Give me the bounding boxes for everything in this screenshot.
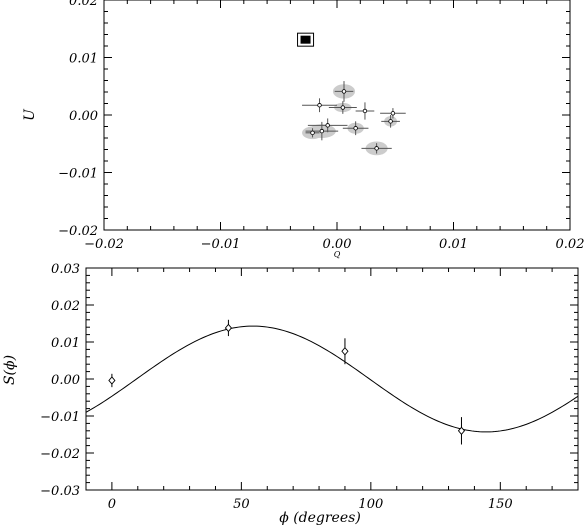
- qu-y-tick-label: 0.01: [69, 52, 98, 67]
- s-y-tick-label: 0.01: [51, 336, 80, 351]
- s-y-tick-label: 0.03: [51, 262, 80, 277]
- s-data-point: [108, 373, 116, 388]
- qu-x-tick-label: −0.02: [84, 237, 124, 252]
- qu-y-tick-labels: −0.02 −0.01 0.00 0.01 0.02: [58, 0, 98, 239]
- qu-x-tick-label: 0.02: [556, 237, 585, 252]
- s-y-tick-label: 0.02: [51, 299, 80, 314]
- model-sine-curve: [85, 325, 579, 433]
- qu-y-tick-label: −0.02: [58, 224, 98, 239]
- qu-x-tick-label: −0.01: [201, 237, 241, 252]
- s-diamond-marker: [457, 426, 466, 435]
- qu-square-marker-group: [297, 32, 315, 47]
- qu-y-tick-label: 0.02: [69, 0, 98, 9]
- qu-data-point: [302, 98, 337, 113]
- s-data-point: [457, 417, 466, 445]
- qu-point-marker: [310, 130, 315, 136]
- s-phi-panel: 0 50 100 150 −0.03 −0.02 −0.01 0.00 0.01 0.02 0.0…: [2, 262, 579, 526]
- s-x-tick-label: 100: [358, 497, 383, 512]
- s-x-tick-label: 150: [488, 497, 513, 512]
- s-data-point: [224, 319, 233, 337]
- qu-point-marker: [325, 123, 330, 128]
- s-axis-ticks: [85, 267, 579, 491]
- qu-data-point: [305, 128, 320, 138]
- s-y-axis-title: S(ϕ): [2, 355, 18, 385]
- qu-data-point: [307, 118, 348, 133]
- s-plot-frame: [85, 267, 579, 491]
- qu-data-point: [305, 121, 339, 141]
- qu-y-axis-title: U: [22, 108, 38, 121]
- qu-data-point: [355, 102, 375, 120]
- s-y-tick-labels: −0.03 −0.02 −0.01 0.00 0.01 0.02 0.03: [40, 262, 80, 499]
- qu-axis-ticks: [103, 0, 571, 231]
- qu-plot-frame: [103, 0, 571, 231]
- qu-y-tick-label: −0.01: [58, 167, 98, 182]
- s-diamond-marker: [224, 323, 233, 333]
- qu-data-point: [380, 108, 406, 119]
- qu-point-marker: [374, 146, 379, 151]
- qu-x-tick-label: 0.01: [439, 237, 468, 252]
- s-x-axis-title: ϕ (degrees): [279, 510, 361, 526]
- s-diamond-marker: [341, 347, 349, 356]
- qu-plane-panel: −0.02 −0.01 0.00 0.01 0.02 −0.02 −0.01 0.00 0.0…: [22, 0, 584, 259]
- qu-point-marker: [317, 103, 322, 108]
- qu-x-tick-labels: −0.02 −0.01 0.00 0.01 0.02: [84, 237, 584, 252]
- qu-data-point: [334, 81, 354, 102]
- qu-y-tick-label: 0.00: [69, 109, 98, 124]
- qu-point-marker: [319, 128, 325, 134]
- qu-square-marker: [300, 35, 311, 44]
- s-x-tick-label: 50: [233, 497, 250, 512]
- qu-point-marker: [353, 126, 358, 131]
- s-y-tick-label: −0.02: [40, 447, 80, 462]
- s-diamond-marker: [108, 376, 116, 385]
- s-points: [108, 319, 466, 445]
- s-y-tick-label: 0.00: [51, 373, 80, 388]
- qu-data-point: [342, 121, 369, 136]
- qu-data-point: [328, 101, 357, 114]
- qu-x-tick-label: 0.00: [323, 237, 352, 252]
- qu-point-marker: [362, 108, 368, 114]
- qu-point-marker: [340, 105, 346, 110]
- qu-x-axis-title: Q: [334, 250, 341, 259]
- s-data-point: [341, 338, 349, 365]
- qu-point-marker: [390, 111, 396, 116]
- qu-points: [302, 81, 406, 154]
- qu-ellipses: [302, 84, 397, 156]
- qu-data-point: [361, 143, 392, 154]
- s-y-tick-label: −0.01: [40, 410, 80, 425]
- qu-data-point: [381, 115, 400, 128]
- qu-point-marker: [388, 119, 393, 124]
- s-x-tick-labels: 0 50 100 150: [108, 497, 513, 512]
- s-x-tick-label: 0: [108, 497, 116, 512]
- s-y-tick-label: −0.03: [40, 484, 80, 499]
- qu-point-marker: [341, 89, 347, 94]
